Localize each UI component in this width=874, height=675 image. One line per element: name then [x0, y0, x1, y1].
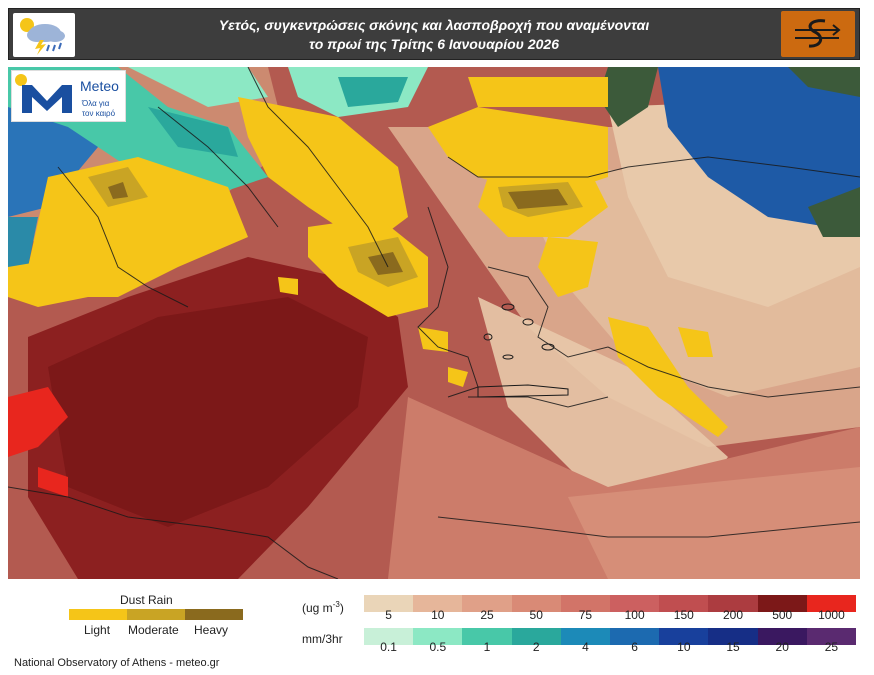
dust-scale-unit-text: ug m	[306, 601, 333, 615]
dust-scale-unit: (ug m-3)	[302, 600, 344, 615]
precip-scale-label: 10	[677, 640, 691, 654]
precip-scale-unit: mm/3hr	[302, 632, 343, 646]
dust-scale-cell: 10	[413, 595, 463, 622]
dust-scale-label: 75	[578, 608, 593, 622]
map-graphic	[8, 67, 860, 579]
dust-scale-label: 100	[624, 608, 645, 622]
dust-scale-label: 50	[529, 608, 543, 622]
precip-scale-cell: 4	[560, 628, 611, 654]
credit-text: National Observatory of Athens - meteo.g…	[14, 657, 220, 669]
dust-scale-cell: 1000	[806, 595, 857, 622]
dust-rain-label-moderate: Moderate	[128, 623, 179, 637]
dust-scale-cell: 200	[708, 595, 758, 622]
dust-scale-cell: 100	[610, 595, 660, 622]
meteo-logo-name: Meteo	[80, 78, 119, 94]
dust-scale-cell: 150	[659, 595, 709, 622]
precip-scale-cell: 10	[659, 628, 709, 654]
precip-scale-cell: 1	[462, 628, 512, 654]
dust-scale-label: 150	[673, 608, 694, 622]
precip-scale-label: 25	[824, 640, 839, 654]
dust-scale-cell: 500	[757, 595, 807, 622]
header-bar: Υετός, συγκεντρώσεις σκόνης και λασποβρο…	[8, 8, 860, 60]
dust-scale-label: 10	[431, 608, 445, 622]
precip-scale-label: 15	[726, 640, 740, 654]
dust-forecast-map: Meteo Όλα για τον καιρό	[8, 67, 860, 579]
dust-rain-label-light: Light	[84, 623, 111, 637]
precip-scale-label: 1	[483, 640, 491, 654]
precip-scale-label: 20	[775, 640, 789, 654]
precip-scale-cell: 0.5	[413, 628, 463, 654]
precip-scale-cell: 20	[757, 628, 807, 654]
precip-scale-label: 0.5	[429, 640, 447, 654]
precip-scale-label: 0.1	[380, 640, 397, 654]
dust-scale-cell: 50	[511, 595, 561, 622]
dust-concentration-colorbar: 5 10 25 50 75 100 150 200 500 1000	[364, 595, 857, 622]
dust-rain-swatch-moderate	[127, 609, 185, 620]
dust-rain-legend-title: Dust Rain	[120, 593, 173, 607]
precipitation-colorbar: 0.1 0.5 1 2 4 6 10 15 20 25	[364, 628, 857, 654]
dust-rain-label-heavy: Heavy	[194, 623, 229, 637]
precip-scale-cell: 25	[806, 628, 857, 654]
map-title-line-2: το πρωί της Τρίτης 6 Ιανουαρίου 2026	[309, 36, 559, 52]
dust-rain-swatch-light	[69, 609, 127, 620]
dust-scale-label: 25	[480, 608, 494, 622]
dust-rain-swatch-heavy	[185, 609, 243, 620]
dust-scale-cell: 25	[462, 595, 512, 622]
meteo-logo: Meteo Όλα για τον καιρό	[11, 70, 126, 122]
precip-scale-cell: 0.1	[364, 628, 414, 654]
dust-scale-label: 1000	[818, 608, 845, 622]
map-title-line-1: Υετός, συγκεντρώσεις σκόνης και λασποβρο…	[218, 17, 650, 33]
meteo-m-icon	[22, 85, 72, 113]
dust-scale-cell: 75	[560, 595, 611, 622]
rain-cloud-lightning-icon	[13, 13, 75, 57]
precip-scale-label: 4	[582, 640, 589, 654]
precip-scale-cell: 2	[511, 628, 561, 654]
dust-scale-unit-exp: -3	[332, 600, 340, 609]
dust-scale-label: 200	[723, 608, 744, 622]
sun-dot	[15, 74, 27, 86]
dust-scale-cell: 5	[364, 595, 414, 622]
dust-scale-label: 500	[772, 608, 793, 622]
precip-scale-cell: 6	[610, 628, 660, 654]
precip-scale-label: 6	[631, 640, 638, 654]
meteo-tagline-2: τον καιρό	[82, 109, 116, 118]
cyclone-symbol-icon	[781, 11, 855, 57]
dust-scale-label: 5	[385, 608, 392, 622]
precip-scale-label: 2	[532, 640, 540, 654]
precip-scale-cell: 15	[708, 628, 758, 654]
meteo-tagline-1: Όλα για	[82, 99, 110, 108]
